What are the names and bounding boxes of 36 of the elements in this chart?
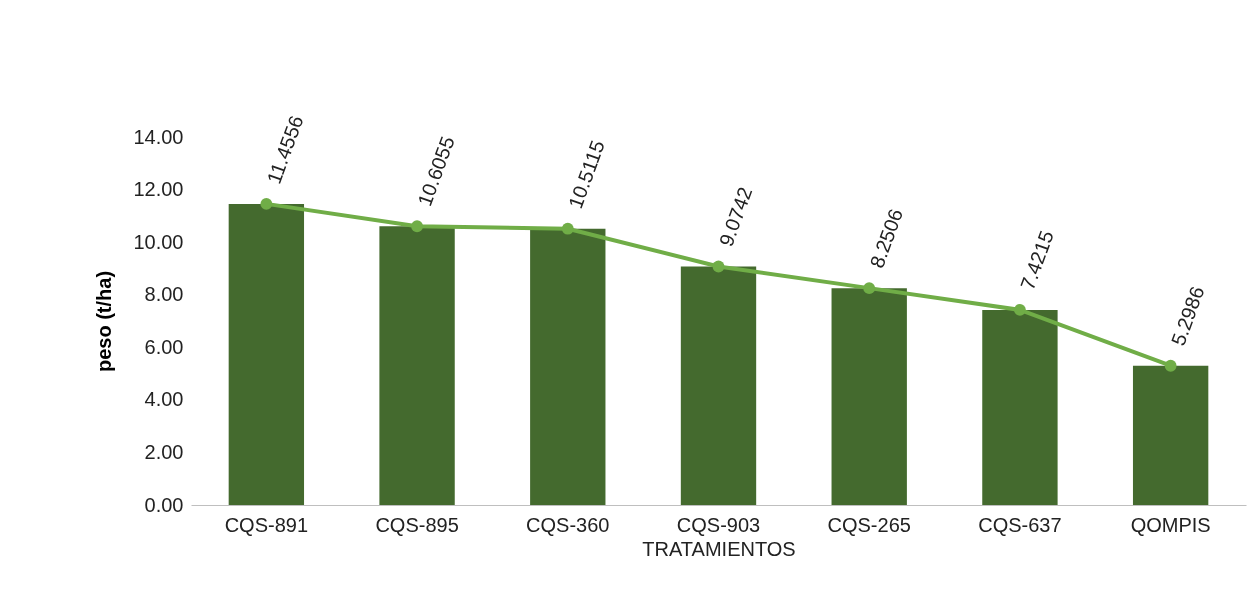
y-tick-label: 2.00: [144, 440, 184, 463]
data-label: 10.5115: [564, 137, 609, 212]
x-tick-label: CQS-903: [676, 513, 761, 536]
y-tick-label: 10.00: [133, 230, 184, 253]
data-label: 7.4215: [1016, 227, 1058, 293]
point: [561, 222, 574, 235]
data-label: 8.2506: [865, 205, 908, 271]
y-tick-label: 14.00: [133, 125, 184, 148]
x-tick-label: QOMPIS: [1130, 513, 1211, 536]
point: [712, 260, 725, 273]
y-tick-label: 8.00: [144, 283, 184, 306]
data-label: 9.0742: [714, 184, 757, 250]
x-tick-label: CQS-895: [375, 513, 459, 536]
y-axis-title: peso (t/ha): [93, 270, 116, 373]
point: [863, 282, 876, 295]
y-tick-label: 12.00: [133, 178, 184, 201]
x-tick-label: CQS-891: [224, 513, 309, 536]
x-tick-label: CQS-265: [827, 513, 911, 536]
y-tick-label: 0.00: [144, 493, 184, 516]
point: [411, 220, 423, 233]
y-tick-label: 4.00: [144, 388, 184, 411]
y-tick-label: 6.00: [144, 335, 184, 358]
data-label: 5.2986: [1166, 283, 1209, 349]
bar: [228, 203, 305, 505]
point: [1014, 304, 1026, 316]
bar: [530, 228, 606, 505]
x-tick-label: CQS-360: [526, 513, 610, 536]
x-axis-title: TRATAMIENTOS: [642, 537, 796, 560]
bar: [680, 266, 757, 505]
bar: [831, 288, 907, 505]
x-tick-label: CQS-637: [978, 513, 1062, 536]
point: [260, 197, 273, 210]
point: [1164, 359, 1177, 372]
bar: [379, 226, 455, 505]
bar: [1132, 365, 1209, 505]
bar: [982, 309, 1058, 505]
